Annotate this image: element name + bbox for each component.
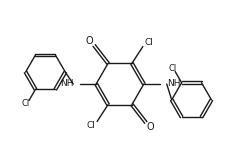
Text: NH: NH bbox=[60, 79, 73, 89]
Text: O: O bbox=[85, 36, 93, 46]
Text: Cl: Cl bbox=[168, 64, 176, 73]
Text: NH: NH bbox=[167, 79, 180, 89]
Text: Cl: Cl bbox=[22, 99, 30, 108]
Text: Cl: Cl bbox=[87, 121, 96, 130]
Text: O: O bbox=[147, 122, 155, 132]
Text: Cl: Cl bbox=[144, 38, 153, 47]
